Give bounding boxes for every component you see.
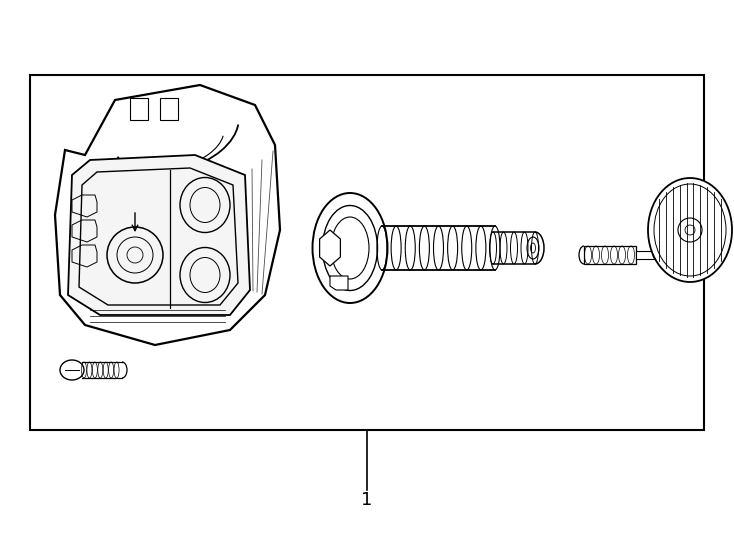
- Ellipse shape: [648, 178, 732, 282]
- Polygon shape: [330, 276, 348, 290]
- Bar: [584, 246, 636, 264]
- Bar: [30, 75, 704, 430]
- Bar: [636, 251, 654, 259]
- Ellipse shape: [313, 193, 388, 303]
- Ellipse shape: [60, 360, 84, 380]
- Polygon shape: [68, 155, 250, 315]
- Bar: [160, 98, 178, 120]
- Polygon shape: [319, 230, 341, 266]
- Text: 1: 1: [361, 491, 373, 509]
- Polygon shape: [55, 85, 280, 345]
- Circle shape: [653, 250, 663, 260]
- Bar: [130, 98, 148, 120]
